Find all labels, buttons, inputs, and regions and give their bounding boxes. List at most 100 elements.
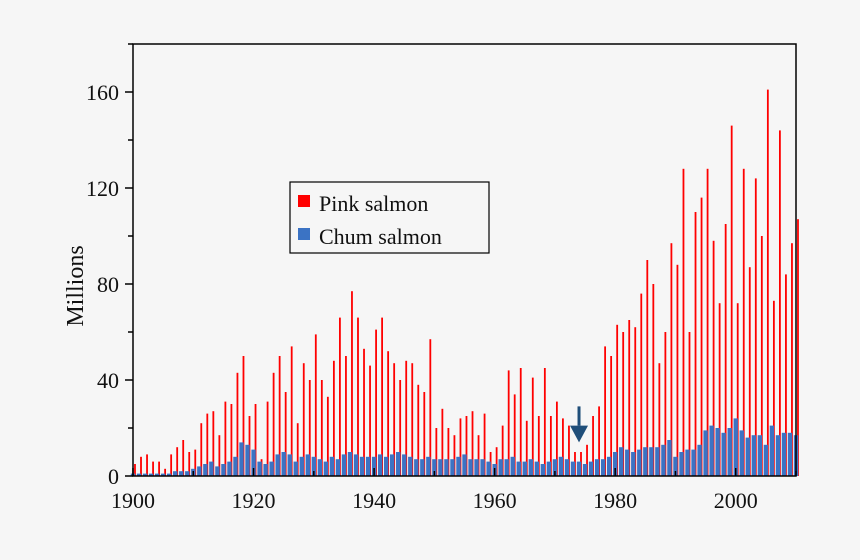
bar-chum-1975 — [582, 464, 588, 476]
bar-chum-1938 — [359, 456, 365, 476]
plot-area-frame — [132, 43, 797, 477]
x-tick-label-1960: 1960 — [473, 488, 517, 513]
bar-pink-1952 — [447, 428, 450, 476]
bar-pink-2001 — [742, 168, 745, 477]
bar-chum-1978 — [600, 459, 606, 476]
legend-swatch-chum — [298, 228, 310, 240]
bar-chum-1993 — [691, 449, 696, 476]
bar-pink-1975 — [586, 444, 588, 476]
bar-chum-2009 — [787, 432, 793, 476]
bar-chum-1992 — [685, 449, 690, 476]
bar-pink-1980 — [616, 324, 619, 476]
bar-chum-1968 — [540, 464, 546, 476]
bar-pink-1939 — [369, 365, 371, 476]
bar-pink-1901 — [140, 456, 142, 476]
bar-chum-1969 — [546, 461, 552, 476]
bar-pink-1913 — [212, 411, 215, 476]
bar-chum-1927 — [293, 461, 298, 476]
bar-pink-1935 — [345, 356, 347, 476]
bar-chum-1989 — [667, 440, 672, 476]
bar-chum-2000 — [733, 418, 738, 476]
bar-pink-1954 — [459, 418, 462, 476]
bar-chum-1980 — [613, 452, 618, 476]
bar-chum-1997 — [715, 428, 720, 476]
bar-pink-1904 — [158, 461, 160, 476]
bar-pink-1909 — [188, 452, 191, 476]
bar-chum-1966 — [528, 459, 533, 476]
bar-chum-1982 — [625, 449, 630, 476]
bar-pink-1964 — [519, 368, 522, 476]
bar-pink-1948 — [423, 392, 426, 476]
bar-chum-1979 — [606, 456, 612, 476]
bar-chum-1990 — [673, 456, 678, 476]
x-tick-label-2000: 2000 — [714, 488, 758, 513]
bar-chum-2006 — [769, 425, 775, 476]
bar-chum-1914 — [215, 466, 220, 476]
bar-pink-1949 — [429, 339, 432, 476]
bar-pink-1997 — [718, 303, 721, 476]
bar-chum-1996 — [709, 425, 714, 476]
bar-pink-1933 — [332, 360, 335, 476]
bar-chum-1999 — [727, 428, 732, 476]
bar-chum-1920 — [251, 449, 256, 476]
bar-pink-1922 — [266, 401, 269, 476]
bar-chum-1951 — [438, 459, 443, 476]
bar-pink-2004 — [760, 236, 763, 476]
bar-pink-1996 — [712, 240, 715, 476]
bar-pink-1966 — [531, 377, 534, 476]
bar-pink-1979 — [610, 356, 613, 476]
bar-pink-1994 — [700, 197, 703, 476]
bar-pink-1950 — [435, 428, 438, 476]
bar-chum-2008 — [781, 432, 787, 476]
bar-chum-1921 — [257, 461, 262, 476]
bar-chum-1950 — [432, 459, 437, 476]
bar-chum-1906 — [166, 473, 172, 476]
bar-chum-1958 — [480, 459, 485, 476]
legend-label-pink: Pink salmon — [319, 191, 428, 216]
bar-pink-2007 — [779, 130, 781, 476]
bar-pink-1969 — [549, 416, 552, 476]
bar-pink-1982 — [628, 320, 631, 476]
bar-pink-1955 — [465, 416, 468, 476]
bar-chum-1959 — [486, 461, 491, 476]
bar-pink-1946 — [411, 363, 414, 476]
bar-pink-1962 — [507, 370, 510, 476]
bar-chum-1973 — [570, 461, 576, 476]
bar-pink-1941 — [381, 317, 383, 476]
bar-chum-1907 — [173, 471, 178, 476]
bar-chum-1939 — [365, 456, 371, 476]
bar-pink-1943 — [393, 363, 396, 476]
bar-pink-1960 — [495, 447, 498, 476]
bar-pink-1976 — [592, 416, 594, 476]
bar-chum-1923 — [269, 461, 274, 476]
bar-chum-1934 — [335, 459, 341, 476]
bar-chum-1924 — [275, 454, 280, 476]
bar-chum-1984 — [637, 449, 642, 476]
bar-pink-1977 — [598, 406, 600, 476]
bar-chum-1919 — [245, 444, 250, 476]
bar-pink-1999 — [730, 125, 733, 476]
bar-pink-1967 — [537, 416, 540, 476]
bar-pink-1958 — [483, 413, 486, 476]
bar-pink-1932 — [326, 396, 329, 476]
bar-pink-1914 — [218, 435, 221, 476]
bar-pink-1903 — [152, 461, 154, 476]
bar-chum-1946 — [408, 456, 413, 476]
bar-pink-1924 — [278, 356, 281, 476]
bar-pink-1990 — [676, 264, 679, 476]
bar-chum-1987 — [655, 447, 660, 476]
bar-pink-1923 — [272, 372, 275, 476]
bar-chum-1933 — [329, 456, 335, 476]
bar-chum-1956 — [468, 459, 473, 476]
bar-pink-1956 — [471, 411, 474, 476]
bar-chum-2005 — [763, 444, 769, 476]
bar-chum-1986 — [649, 447, 654, 476]
bar-pink-1900 — [134, 464, 136, 476]
bar-chum-1994 — [697, 444, 702, 476]
bar-chum-1904 — [154, 473, 160, 476]
bar-chum-1945 — [402, 454, 407, 476]
bar-chum-1901 — [136, 473, 142, 476]
bar-pink-1947 — [417, 384, 420, 476]
bar-chum-1953 — [450, 459, 455, 476]
bar-chum-1955 — [462, 454, 467, 476]
